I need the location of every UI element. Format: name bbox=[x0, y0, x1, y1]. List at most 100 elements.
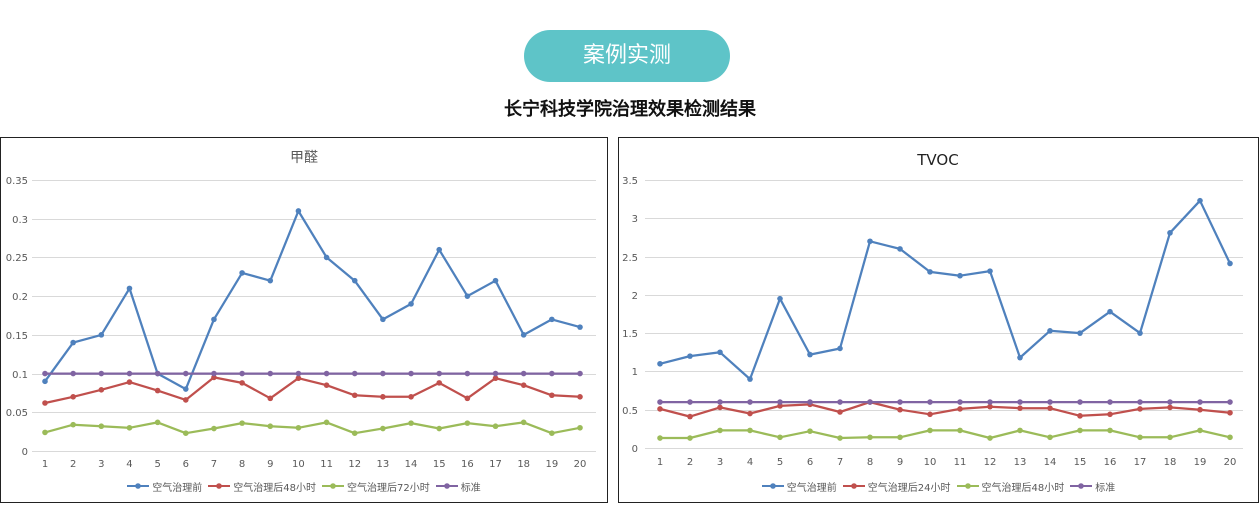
series-4-point bbox=[42, 370, 48, 377]
series-3-point bbox=[897, 434, 903, 441]
x-tick-label: 20 bbox=[574, 459, 587, 470]
series-3-point bbox=[1137, 434, 1143, 441]
y-tick-label: 0.35 bbox=[6, 176, 28, 187]
series-4-point bbox=[126, 370, 133, 377]
series-3-line bbox=[43, 421, 582, 435]
series-2-point bbox=[380, 394, 386, 400]
series-4-point bbox=[837, 399, 843, 405]
series-2-point bbox=[1167, 404, 1173, 411]
legend-swatch bbox=[1070, 483, 1093, 489]
legend-item-series-2: 空气治理后24小时 bbox=[842, 479, 951, 494]
series-3-point bbox=[239, 420, 245, 426]
series-2-point bbox=[717, 404, 723, 411]
legend-item-series-4: 标准 bbox=[435, 479, 481, 494]
series-2-point bbox=[1137, 406, 1143, 412]
x-tick-label: 11 bbox=[954, 457, 967, 468]
x-tick-label: 8 bbox=[867, 457, 873, 468]
series-1-point bbox=[957, 272, 963, 279]
series-3-point bbox=[1167, 434, 1173, 441]
series-3-point bbox=[267, 423, 274, 430]
legend-swatch-marker bbox=[850, 483, 857, 489]
x-tick-label: 16 bbox=[1104, 457, 1117, 468]
series-3-point bbox=[837, 435, 843, 441]
series-3-point bbox=[351, 430, 358, 436]
series-1-point bbox=[1197, 197, 1203, 204]
y-tick-label: 0.05 bbox=[6, 408, 28, 419]
x-tick-label: 3 bbox=[98, 459, 104, 470]
x-tick-label: 11 bbox=[320, 459, 333, 470]
series-3-point bbox=[657, 435, 663, 441]
series-3-point bbox=[687, 435, 693, 441]
series-4-point bbox=[1017, 399, 1023, 405]
series-3-point bbox=[1107, 427, 1113, 434]
legend-item-series-3: 空气治理后72小时 bbox=[322, 479, 430, 494]
series-2-point bbox=[492, 375, 499, 382]
legend-label: 空气治理后48小时 bbox=[233, 482, 316, 494]
series-1-point bbox=[1167, 230, 1173, 236]
series-2-point bbox=[837, 409, 843, 415]
series-1-point bbox=[867, 238, 873, 245]
series-3-point bbox=[957, 427, 963, 434]
series-3-point bbox=[182, 430, 189, 436]
x-tick-label: 14 bbox=[1044, 457, 1057, 468]
x-tick-label: 9 bbox=[897, 457, 903, 468]
series-3-point bbox=[1047, 434, 1053, 441]
section-subtitle: 长宁科技学院治理效果检测结果 bbox=[504, 99, 756, 120]
series-4-point bbox=[577, 370, 583, 377]
series-4-point bbox=[520, 370, 527, 377]
x-tick-label: 13 bbox=[1014, 457, 1027, 468]
series-4-point bbox=[987, 399, 993, 405]
series-3-point bbox=[520, 419, 527, 426]
x-tick-label: 1 bbox=[657, 457, 663, 468]
series-1-point bbox=[577, 324, 583, 330]
tvoc-chart-legend: 空气治理前 空气治理后24小时 空气治理后48小时 标准 bbox=[619, 479, 1258, 494]
legend-swatch-marker bbox=[1078, 483, 1085, 489]
x-tick-label: 12 bbox=[984, 457, 997, 468]
series-2-point bbox=[897, 406, 903, 413]
y-tick-label: 0.1 bbox=[12, 370, 28, 381]
legend-label: 空气治理后72小时 bbox=[347, 482, 430, 494]
series-2-point bbox=[351, 392, 358, 399]
series-4-point bbox=[1107, 399, 1113, 405]
x-tick-label: 7 bbox=[837, 457, 843, 468]
x-tick-label: 19 bbox=[545, 459, 558, 470]
legend-item-series-4: 标准 bbox=[1070, 479, 1115, 494]
legend-label: 标准 bbox=[1095, 482, 1116, 494]
series-1-line bbox=[658, 199, 1232, 381]
series-1-point bbox=[747, 376, 753, 382]
legend-label: 标准 bbox=[460, 482, 481, 494]
x-tick-label: 6 bbox=[807, 457, 813, 468]
legend-label: 空气治理前 bbox=[786, 482, 837, 494]
series-1-point bbox=[464, 293, 471, 299]
tvoc-chart-panel: TVOC 0 0.5 1 1.5 2 2.5 3 3.5 1 2 3 4 5 6 7 8 9 10 11 12 13 14 1… bbox=[618, 137, 1259, 503]
series-2-point bbox=[154, 387, 161, 394]
series-4-point bbox=[154, 370, 161, 377]
series-4-point bbox=[1047, 399, 1053, 405]
series-4-point bbox=[380, 370, 386, 377]
series-2-point bbox=[239, 380, 245, 386]
series-4-point bbox=[436, 370, 443, 377]
legend-item-series-1: 空气治理前 bbox=[127, 479, 202, 494]
series-1-point bbox=[42, 378, 48, 385]
series-3-point bbox=[717, 427, 723, 434]
series-1-point bbox=[807, 351, 813, 358]
y-tick-label: 2 bbox=[632, 291, 638, 302]
series-4-point bbox=[182, 370, 189, 377]
x-tick-label: 1 bbox=[42, 459, 48, 470]
series-2-point bbox=[1077, 413, 1083, 419]
series-4-point bbox=[717, 399, 723, 405]
series-1-point bbox=[1137, 330, 1143, 336]
legend-label: 空气治理后48小时 bbox=[981, 482, 1065, 494]
series-3-point bbox=[408, 420, 414, 426]
formaldehyde-chart-legend: 空气治理前 空气治理后48小时 空气治理后72小时 标准 bbox=[1, 479, 607, 494]
legend-swatch-marker bbox=[964, 483, 971, 489]
series-4-point bbox=[267, 370, 274, 377]
x-tick-label: 10 bbox=[292, 459, 305, 470]
series-4-point bbox=[211, 370, 217, 377]
chart-title: TVOC bbox=[916, 151, 958, 169]
series-4-point bbox=[492, 370, 499, 377]
x-tick-label: 2 bbox=[70, 459, 76, 470]
series-1-point bbox=[70, 339, 76, 346]
series-3-point bbox=[987, 435, 993, 441]
